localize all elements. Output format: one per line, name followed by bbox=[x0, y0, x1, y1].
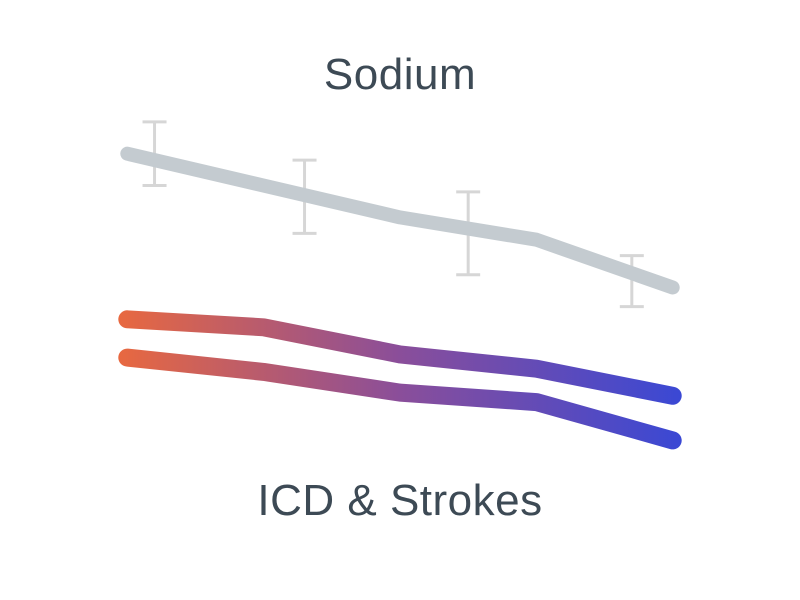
series-line-icd-strokes-1 bbox=[118, 310, 682, 405]
series-lines bbox=[118, 146, 682, 450]
series-line-icd-strokes-2 bbox=[118, 348, 682, 450]
series-line-sodium bbox=[120, 146, 680, 295]
series-label-sodium: Sodium bbox=[323, 50, 477, 99]
series-label-icd-strokes: ICD & Strokes bbox=[257, 476, 543, 525]
error-bar-4 bbox=[619, 254, 644, 309]
